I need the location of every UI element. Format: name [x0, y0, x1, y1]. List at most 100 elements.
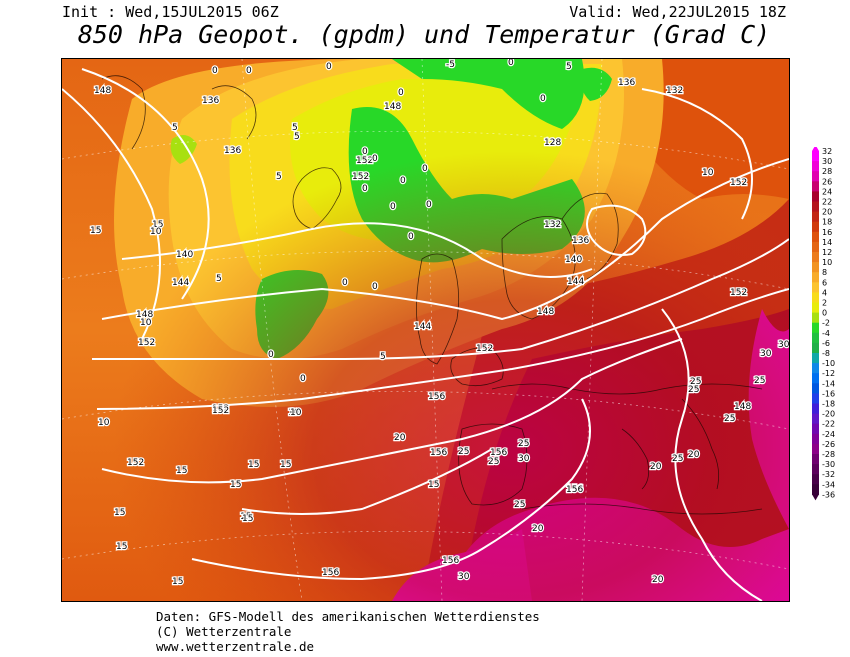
geopotential-label: 156 [430, 448, 447, 458]
scale-swatch [812, 241, 819, 253]
scale-label: 28 [822, 167, 832, 176]
scale-swatch [812, 454, 819, 465]
scale-swatch [812, 322, 819, 334]
scale-label: 14 [822, 238, 832, 247]
geopotential-label: 148 [734, 402, 751, 412]
scale-label: 2 [822, 299, 827, 308]
temperature-label: 0 [408, 232, 414, 242]
temperature-label: 0 [426, 200, 432, 210]
scale-swatch [812, 484, 819, 495]
scale-swatch [812, 464, 819, 475]
geopotential-label: 156 [490, 448, 507, 458]
temperature-label: 15 [90, 226, 101, 236]
scale-swatch [812, 171, 819, 182]
scale-label: 12 [822, 248, 832, 257]
geopotential-label: 148 [94, 86, 111, 96]
credits-source: Daten: GFS-Modell des amerikanischen Wet… [156, 609, 540, 624]
scale-label: 24 [822, 187, 832, 196]
temperature-label: 5 [172, 123, 178, 133]
geopotential-label: 148 [384, 102, 401, 112]
temperature-label: 30 [518, 454, 530, 464]
temperature-label: 30 [778, 340, 789, 350]
geopotential-label: 156 [566, 484, 583, 494]
scale-label: 10 [822, 258, 832, 267]
temperature-label: 15 [116, 542, 127, 552]
scale-label: 32 [822, 147, 832, 156]
scale-swatch [812, 151, 819, 162]
scale-label: 26 [822, 177, 832, 186]
temperature-label: 25 [672, 454, 683, 464]
scale-label: -14 [822, 379, 835, 388]
geopotential-label: 132 [666, 86, 683, 96]
scale-swatch [812, 433, 819, 445]
temperature-label: 10 [702, 168, 714, 178]
geopotential-label: 156 [322, 568, 339, 578]
scale-swatch [812, 342, 819, 354]
temperature-label: 5 [292, 123, 298, 133]
temperature-label: 20 [688, 450, 700, 460]
geopotential-label: 136 [202, 96, 219, 106]
temperature-label: 5 [216, 274, 222, 284]
temperature-label: 15 [242, 514, 253, 524]
scale-label: 30 [822, 157, 832, 166]
temperature-label: 20 [394, 433, 406, 443]
temperature-label: 20 [650, 462, 662, 472]
scale-swatch [812, 181, 819, 192]
geopotential-label: 136 [618, 78, 635, 88]
temperature-label: 15 [172, 577, 183, 587]
scale-swatch [812, 373, 819, 384]
scale-swatch [812, 252, 819, 263]
temperature-label: 0 [372, 282, 378, 292]
temperature-label: 0 [508, 59, 514, 68]
scale-label: 20 [822, 208, 832, 217]
temperature-label: 0 [246, 66, 252, 76]
scale-label: -24 [822, 430, 835, 439]
temperature-label: 15 [176, 466, 187, 476]
scale-swatch [812, 312, 819, 324]
temperature-label: 0 [212, 66, 218, 76]
scale-swatch [812, 474, 819, 485]
temperature-label: 0 [300, 374, 306, 384]
scale-label: -4 [822, 329, 830, 338]
geopotential-label: 152 [730, 178, 747, 188]
scale-swatch [812, 423, 819, 435]
geopotential-label: 148 [537, 307, 554, 317]
scale-label: 16 [822, 228, 832, 237]
scale-label: -2 [822, 319, 830, 328]
geopotential-label: 128 [544, 138, 561, 148]
temperature-label: 0 [540, 94, 546, 104]
geopotential-label: 152 [730, 288, 747, 298]
scale-label: -36 [822, 490, 835, 499]
temperature-label: 25 [488, 457, 499, 467]
scale-label: 8 [822, 268, 827, 277]
temperature-label: 0 [362, 184, 368, 194]
scale-swatch [812, 221, 819, 233]
scale-label: 6 [822, 278, 827, 287]
temperature-label: 5 [276, 172, 282, 182]
temperature-label: 0 [362, 147, 368, 157]
temperature-label: 0 [390, 202, 396, 212]
scale-arrow-top [812, 147, 819, 151]
scale-swatch [812, 302, 819, 314]
map-title: 850 hPa Geopot. (gpdm) und Temperatur (G… [77, 20, 771, 49]
temperature-label: 0 [398, 88, 404, 98]
geopotential-label: 156 [428, 392, 445, 402]
geopotential-label: 152 [212, 406, 229, 416]
temperature-label: 15 [114, 508, 125, 518]
scale-label: 18 [822, 218, 832, 227]
init-time-label: Init : Wed,15JUL2015 06Z [62, 3, 279, 21]
scale-swatch [812, 403, 819, 415]
geopotential-label: 144 [172, 278, 189, 288]
scale-swatch [812, 363, 819, 374]
temperature-label: 20 [652, 575, 664, 585]
scale-label: 22 [822, 198, 832, 207]
geopotential-label: 152 [476, 344, 493, 354]
temperature-label: 5 [294, 132, 300, 142]
scale-swatch [812, 383, 819, 394]
credits-copyright: (C) Wetterzentrale [156, 624, 292, 639]
geopotential-label: 148 [136, 310, 153, 320]
data-credits: Daten: GFS-Modell des amerikanischen Wet… [156, 609, 540, 654]
scale-label: -16 [822, 389, 835, 398]
temperature-label: 15 [248, 460, 259, 470]
temperature-field: 148 136 136 148 152 152 140 144 148 152 144 152 156 1… [62, 59, 789, 601]
